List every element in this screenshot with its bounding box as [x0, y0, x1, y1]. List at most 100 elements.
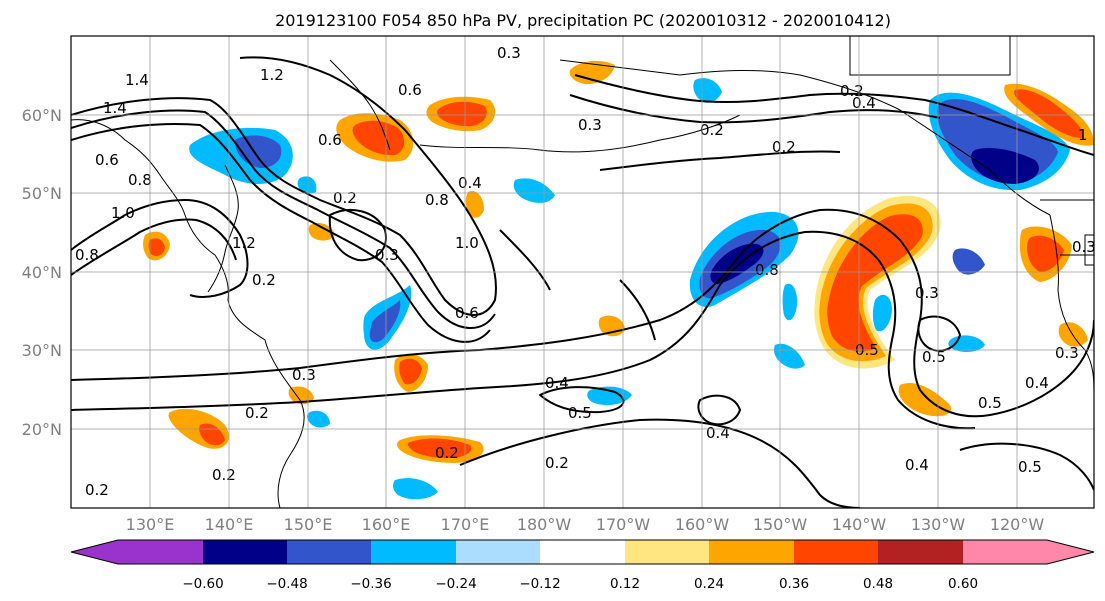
contour-label: 0.2 [212, 466, 236, 484]
colorbar-segment [456, 540, 540, 564]
lon-label: 170°W [596, 515, 651, 534]
contour-labels: 1.2 1.4 1.4 0.6 0.8 1.0 0.8 1.2 0.6 0.2 … [75, 44, 1094, 499]
pv-contour [71, 122, 491, 343]
precip-blob [369, 300, 401, 343]
precip-blob [352, 120, 405, 156]
contour-label: 0.5 [1018, 458, 1042, 476]
pv-contour [71, 218, 237, 276]
lat-label: 40°N [22, 263, 62, 282]
pv-contour [71, 199, 249, 298]
precip-blob [1014, 89, 1083, 138]
contour-label: 1.4 [125, 71, 149, 89]
map-panel: 1.2 1.4 1.4 0.6 0.8 1.0 0.8 1.2 0.6 0.2 … [71, 36, 1094, 508]
contour-label: 0.3 [915, 284, 939, 302]
colorbar-segment [287, 540, 371, 564]
contour-label: 0.4 [852, 94, 876, 112]
longitude-labels: 130°E 140°E 150°E 160°E 170°E 180°W 170°… [126, 515, 1045, 534]
contour-label: 0.4 [706, 424, 730, 442]
precip-blob [306, 410, 330, 428]
precip-blob [513, 178, 555, 203]
colorbar-segment [878, 540, 963, 564]
contour-label: 0.4 [905, 456, 929, 474]
precip-blob [297, 176, 317, 194]
precip-blob [465, 190, 484, 218]
colorbar-segment [963, 540, 1047, 564]
colorbar-segment [794, 540, 878, 564]
colorbar-tick-label: 0.36 [779, 576, 809, 592]
pv-contour [71, 230, 976, 430]
lon-label: 130°E [126, 515, 175, 534]
colorbar: −0.60 −0.48 −0.36 −0.24 −0.12 0.12 0.24 … [70, 539, 1095, 592]
contour-label: 0.2 [435, 444, 459, 462]
precip-blob [308, 223, 335, 241]
colorbar-outline [70, 539, 1095, 565]
pv-contour [959, 442, 1094, 491]
colorbar-tick-label: 0.48 [863, 576, 893, 592]
contour-label: 0.5 [568, 404, 592, 422]
contour-label: 0.3 [375, 246, 399, 264]
lon-label: 140°W [832, 515, 887, 534]
contour-label: 0.2 [252, 271, 276, 289]
contour-label: 0.8 [755, 261, 779, 279]
precip-blob [872, 294, 892, 332]
colorbar-segment [540, 540, 625, 564]
lon-label: 120°W [990, 515, 1045, 534]
precip-blob [569, 60, 615, 85]
contour-label: 1.0 [455, 234, 479, 252]
contour-label: 0.6 [455, 304, 479, 322]
precip-blob [399, 358, 422, 385]
pv-contour [459, 418, 861, 508]
coastline-canada-edge [1040, 199, 1094, 266]
coastline-kamchatka [329, 59, 391, 151]
contour-label: 0.6 [95, 151, 119, 169]
colorbar-segment [203, 540, 287, 564]
pv-contour [499, 229, 551, 291]
colorbar-tick-label: −0.36 [350, 576, 391, 592]
contour-label: 0.2 [245, 404, 269, 422]
contour-label: 1.2 [232, 234, 256, 252]
colorbar-segment [118, 540, 203, 564]
contour-label: 0.6 [398, 81, 422, 99]
contour-label: 0.2 [772, 138, 796, 156]
contour-label: 1 [1078, 126, 1088, 144]
coastline-alaska [559, 59, 1051, 216]
coastline-asia [71, 119, 305, 508]
colorbar-segment [625, 540, 709, 564]
coastline-aleutians [419, 114, 741, 153]
lat-label: 30°N [22, 341, 62, 360]
precip-blob [971, 148, 1039, 184]
pv-contour [599, 150, 841, 171]
contour-label: 0.2 [545, 454, 569, 472]
contour-label: 0.8 [128, 171, 152, 189]
colorbar-extend-min [71, 540, 118, 564]
colorbar-tick-label: 0.12 [610, 576, 640, 592]
pv-contour [574, 74, 1094, 156]
precip-blob [782, 283, 798, 321]
precip-blob [393, 478, 438, 500]
precip-blob [148, 238, 165, 256]
pv-contour [697, 394, 741, 426]
contour-label: 1.0 [111, 204, 135, 222]
colorbar-segment [371, 540, 456, 564]
contour-label: 0.8 [75, 246, 99, 264]
contour-label: 0.5 [922, 348, 946, 366]
coastline-arctic-edge [849, 36, 1011, 76]
precip-blob [587, 386, 632, 406]
contour-label: 0.2 [840, 82, 864, 100]
lat-label: 50°N [22, 184, 62, 203]
lon-label: 170°E [441, 515, 490, 534]
colorbar-tick-label: −0.48 [266, 576, 307, 592]
precip-blob [407, 438, 472, 458]
lon-label: 150°W [753, 515, 808, 534]
contour-label: 0.3 [578, 116, 602, 134]
contour-label: 0.6 [318, 131, 342, 149]
precip-blob [1027, 235, 1064, 272]
lon-label: 160°E [362, 515, 411, 534]
contour-label: 1.4 [103, 99, 127, 117]
lat-label: 20°N [22, 420, 62, 439]
lon-label: 140°E [205, 515, 254, 534]
precip-blob [827, 214, 923, 352]
colorbar-segment [709, 540, 794, 564]
precip-blob [1058, 322, 1088, 347]
